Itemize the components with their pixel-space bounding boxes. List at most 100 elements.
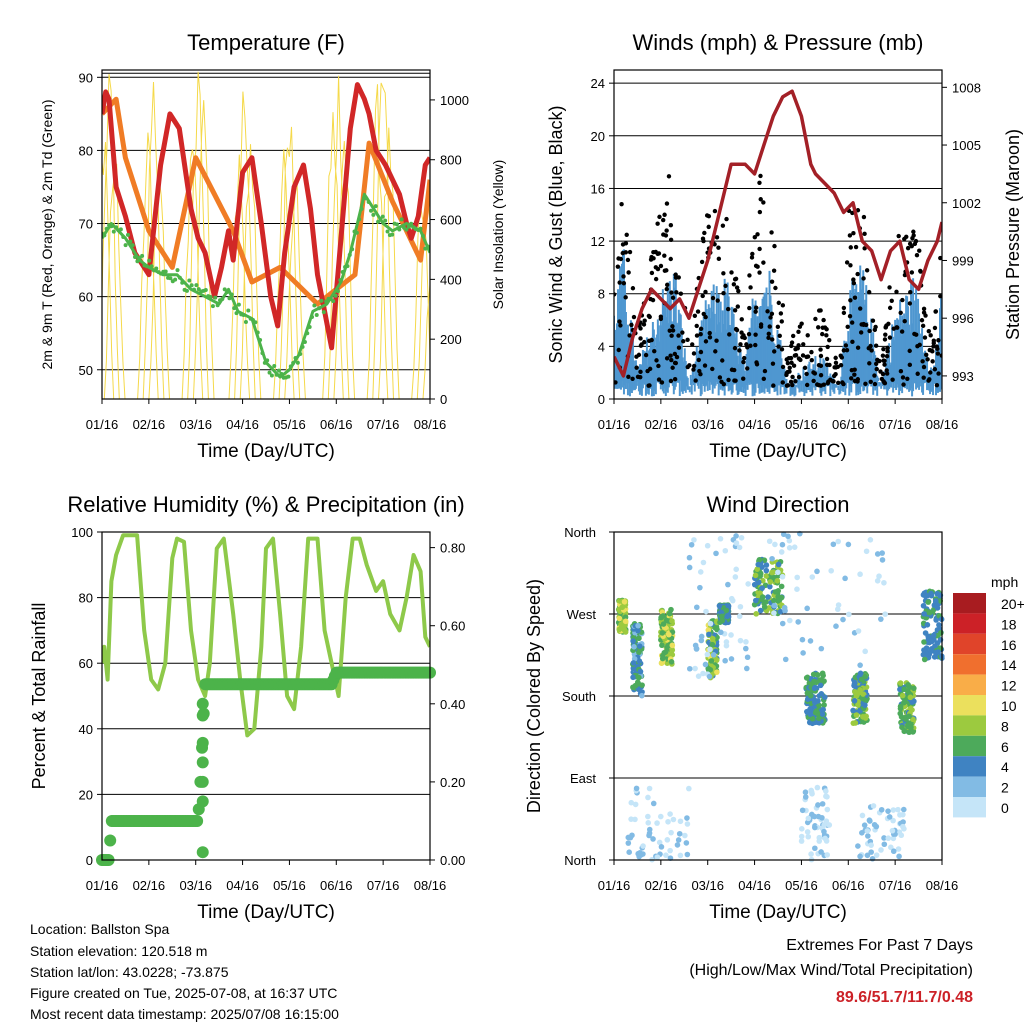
gust-point <box>635 374 641 380</box>
gust-point <box>820 331 825 337</box>
gust-point <box>884 353 890 359</box>
gust-point <box>738 342 743 347</box>
direction-point <box>713 550 719 557</box>
direction-point <box>785 533 791 540</box>
direction-point <box>850 720 857 726</box>
direction-point <box>927 648 934 655</box>
direction-point <box>899 724 905 731</box>
gust-point <box>690 342 695 347</box>
gust-point <box>841 305 847 311</box>
gust-point <box>694 323 699 329</box>
direction-point <box>626 849 633 856</box>
direction-point <box>879 557 886 563</box>
direction-point <box>840 616 846 623</box>
direction-point <box>779 573 786 580</box>
gust-point <box>616 256 621 261</box>
gust-point <box>726 377 731 383</box>
gust-point <box>890 377 895 382</box>
gust-point <box>753 342 758 348</box>
gust-point <box>676 345 682 350</box>
direction-point <box>867 537 874 543</box>
direction-point <box>705 627 712 633</box>
legend-title: mph <box>991 574 1018 590</box>
gust-point <box>931 344 936 349</box>
gust-point <box>795 346 800 351</box>
gust-point <box>791 363 797 368</box>
direction-point <box>703 608 709 615</box>
gust-point <box>757 246 762 252</box>
gust-point <box>618 323 623 328</box>
gust-point <box>887 305 893 311</box>
solar-insolation-line <box>228 91 262 399</box>
gust-point <box>713 349 718 354</box>
gust-point <box>780 380 785 385</box>
x-tick-label: 03/16 <box>179 417 212 432</box>
y-tick-label: West <box>567 607 597 622</box>
gust-point <box>866 289 872 295</box>
gust-point <box>626 270 631 275</box>
gust-point <box>914 332 919 337</box>
gust-point <box>761 200 766 205</box>
gust-point <box>921 306 927 312</box>
gust-point <box>720 358 725 363</box>
dewpoint-point <box>253 320 258 325</box>
direction-point <box>659 630 666 636</box>
direction-point <box>729 597 736 604</box>
gust-point <box>848 298 853 303</box>
gust-point <box>793 379 798 384</box>
dewpoint-point <box>373 204 378 209</box>
dewpoint-point <box>333 293 338 298</box>
gust-point <box>752 234 758 240</box>
direction-point <box>846 611 852 618</box>
gust-point <box>716 256 722 262</box>
gust-point <box>881 346 886 352</box>
precipitation-point <box>196 709 209 722</box>
gust-point <box>855 377 861 382</box>
direction-point <box>812 845 818 852</box>
chart-title: Winds (mph) & Pressure (mb) <box>633 30 924 55</box>
gust-point <box>911 229 916 234</box>
dewpoint-point <box>180 280 185 285</box>
gust-point <box>855 345 861 350</box>
gust-point <box>899 329 905 334</box>
direction-point <box>874 577 881 584</box>
gust-point <box>658 314 664 319</box>
y-tick-label: 50 <box>79 363 93 378</box>
direction-point <box>897 686 903 693</box>
gust-point <box>737 348 742 353</box>
y2-tick-label: 1002 <box>952 196 981 211</box>
direction-point <box>622 614 629 621</box>
dewpoint-point <box>420 233 425 238</box>
gust-point <box>619 201 624 207</box>
direction-point <box>911 685 917 692</box>
gust-point <box>681 339 686 344</box>
rh-panel <box>101 860 431 865</box>
gust-point <box>886 321 891 327</box>
legend-label: 8 <box>1001 718 1009 734</box>
temp-plot-border <box>101 69 431 400</box>
elevation-text: Station elevation: 120.518 m <box>30 943 208 959</box>
x-tick-label: 08/16 <box>926 417 959 432</box>
direction-point <box>824 806 831 813</box>
direction-point <box>897 680 904 686</box>
dewpoint-point <box>194 283 199 288</box>
gust-point <box>766 331 771 337</box>
direction-point <box>851 697 858 704</box>
gust-point <box>864 268 870 273</box>
gust-point <box>638 336 643 341</box>
direction-point <box>817 682 824 689</box>
gust-point <box>851 280 857 286</box>
legend-label: 20+ <box>1001 596 1024 612</box>
gust-point <box>658 263 664 269</box>
gust-point <box>932 325 938 331</box>
gust-point <box>804 371 809 377</box>
legend-label: 0 <box>1001 800 1009 816</box>
solar-insolation-line <box>366 82 400 399</box>
dewpoint-point <box>317 306 322 311</box>
gust-point <box>796 329 801 335</box>
x-tick-label: 05/16 <box>785 417 818 432</box>
gust-point <box>716 245 721 250</box>
dewpoint-point <box>371 212 376 217</box>
direction-point <box>772 589 779 595</box>
y2-tick-label: 1000 <box>440 93 469 108</box>
